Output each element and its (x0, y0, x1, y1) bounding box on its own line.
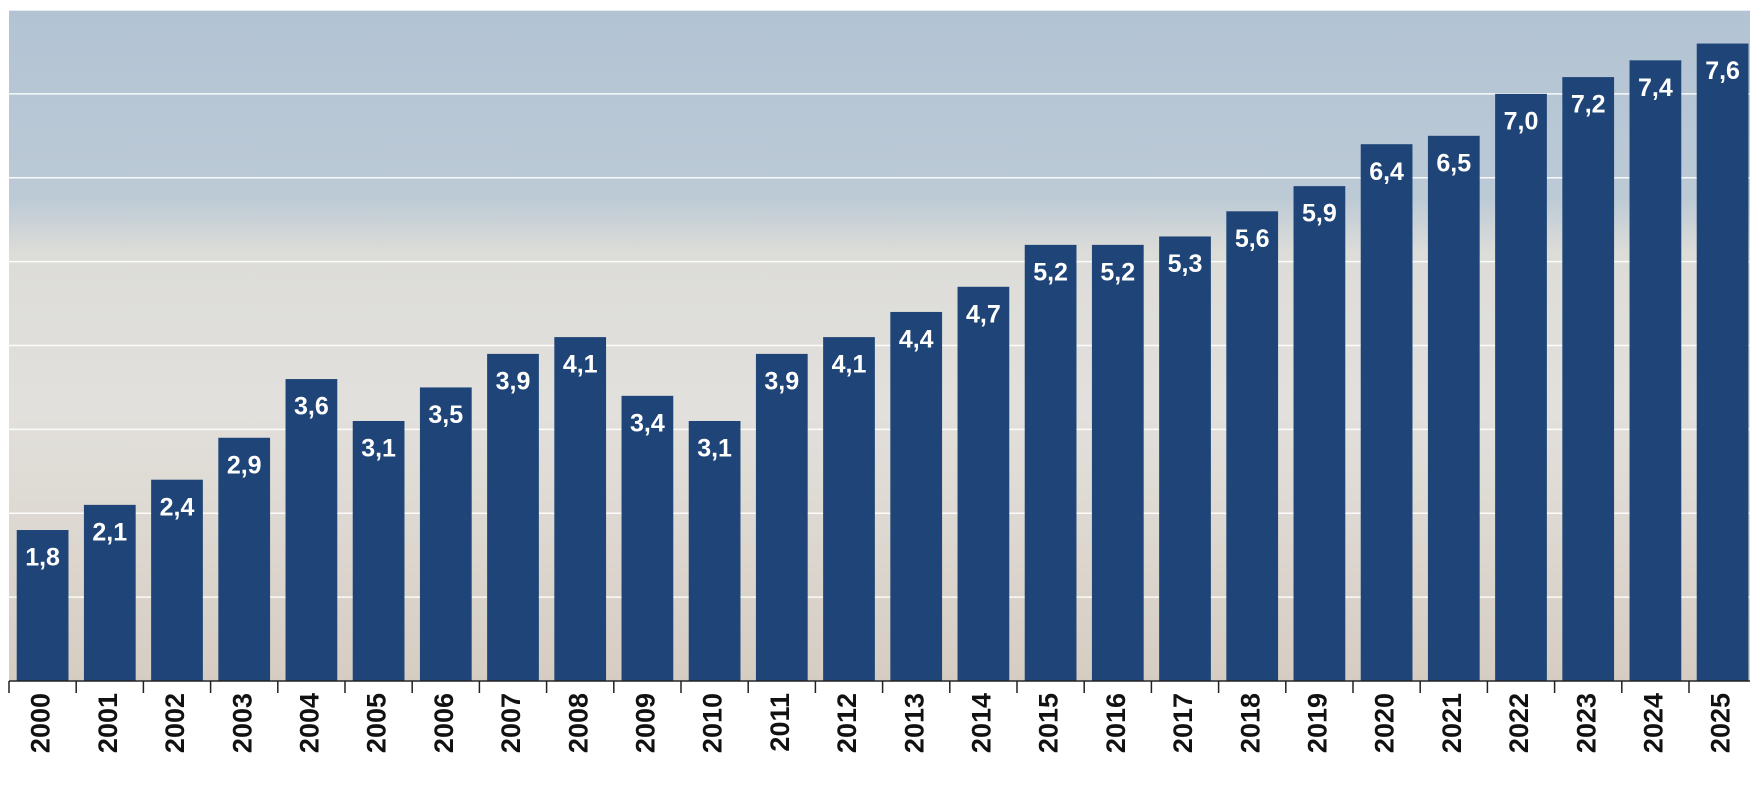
data-label: 5,2 (1033, 258, 1068, 286)
chart: 1,8 2,1 2,4 2,9 3,6 3,1 3,5 3,9 4,1 3,4 3,1 3,9 4,1 4… (0, 0, 1750, 782)
data-label: 3,4 (630, 409, 665, 437)
bar (487, 354, 539, 681)
data-label: 4,1 (563, 351, 598, 379)
x-tick-label: 2006 (429, 693, 459, 753)
data-label: 2,1 (92, 518, 127, 546)
x-tick-label: 2014 (967, 693, 997, 753)
x-tick-label: 2021 (1437, 693, 1467, 753)
bar (1025, 245, 1077, 681)
page: {"chart_data": {"type": "bar", "categori… (0, 0, 1750, 782)
x-tick-label: 2007 (496, 693, 526, 753)
x-tick-label: 2013 (899, 693, 929, 753)
bar (622, 396, 674, 681)
bar (1159, 236, 1211, 681)
bar (1092, 245, 1144, 681)
x-tick-label: 2002 (160, 693, 190, 753)
bar (1495, 94, 1547, 681)
bar (890, 312, 942, 681)
x-tick-label: 2004 (295, 693, 325, 753)
x-tick-label: 2001 (93, 693, 123, 753)
bar (1226, 211, 1278, 681)
x-tick-label: 2018 (1235, 693, 1265, 753)
x-tick-label: 2000 (26, 693, 56, 753)
bar (756, 354, 808, 681)
bar (823, 337, 875, 681)
x-tick-label: 2008 (563, 693, 593, 753)
data-label: 4,7 (966, 300, 1001, 328)
bar (1428, 136, 1480, 681)
x-tick-label: 2024 (1639, 693, 1669, 753)
x-tick-label: 2003 (227, 693, 257, 753)
bar (1294, 186, 1346, 681)
data-label: 6,4 (1369, 158, 1404, 186)
data-label: 7,2 (1571, 91, 1606, 119)
x-tick-label: 2017 (1168, 693, 1198, 753)
data-label: 3,5 (428, 401, 463, 429)
data-label: 2,9 (227, 451, 262, 479)
data-label: 4,4 (899, 326, 934, 354)
x-tick-label: 2010 (698, 693, 728, 753)
data-label: 5,3 (1168, 250, 1203, 278)
data-label: 5,2 (1100, 258, 1135, 286)
data-label: 5,6 (1235, 225, 1270, 253)
bar (1562, 77, 1614, 681)
bar (1697, 44, 1749, 681)
data-label: 6,5 (1436, 149, 1471, 177)
x-tick-label: 2016 (1101, 693, 1131, 753)
data-label: 5,9 (1302, 200, 1337, 228)
bar (420, 387, 472, 681)
data-label: 3,9 (764, 367, 799, 395)
bar (554, 337, 606, 681)
data-label: 7,0 (1504, 107, 1539, 135)
data-label: 2,4 (160, 493, 195, 521)
data-label: 3,1 (697, 435, 732, 463)
data-label: 1,8 (25, 544, 60, 572)
x-tick-label: 2023 (1571, 693, 1601, 753)
data-label: 4,1 (832, 351, 867, 379)
bar (1630, 60, 1682, 681)
bar (1361, 144, 1413, 681)
x-tick-label: 2020 (1370, 693, 1400, 753)
x-tick-label: 2011 (765, 693, 795, 752)
x-tick-label: 2019 (1303, 693, 1333, 753)
data-label: 3,1 (361, 435, 396, 463)
bar (958, 287, 1010, 681)
x-tick-label: 2022 (1504, 693, 1534, 753)
data-label: 3,9 (496, 367, 531, 395)
x-tick-label: 2025 (1706, 693, 1736, 753)
bar (286, 379, 338, 681)
x-tick-label: 2005 (362, 693, 392, 753)
data-label: 7,6 (1705, 57, 1740, 85)
data-label: 7,4 (1638, 74, 1673, 102)
x-tick-label: 2015 (1034, 693, 1064, 753)
x-tick-label: 2012 (832, 693, 862, 753)
data-label: 3,6 (294, 393, 329, 421)
x-tick-label: 2009 (631, 693, 661, 753)
